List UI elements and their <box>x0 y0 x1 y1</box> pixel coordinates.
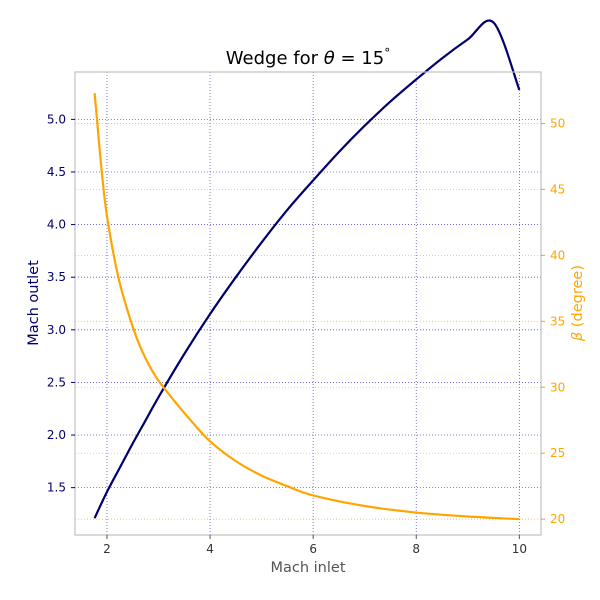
chart-title: Wedge for θ = 15° <box>226 46 390 69</box>
y-left-tick-label: 3.0 <box>47 323 66 337</box>
grid <box>75 72 541 535</box>
y-left-tick-label: 2.0 <box>47 428 66 442</box>
y-axis-left-label: Mach outlet <box>26 260 42 346</box>
y-right-tick-label: 25 <box>550 446 565 460</box>
x-tick-label: 4 <box>206 542 214 556</box>
title-eq: = 15 <box>335 48 384 69</box>
x-tick-label: 2 <box>103 542 111 556</box>
y-right-tick-label: 30 <box>550 380 565 394</box>
y-right-tick-label: 50 <box>550 116 565 130</box>
series-line-mach-outlet <box>93 19 521 519</box>
title-prefix: Wedge for <box>226 48 324 69</box>
y-left-tick-label: 3.5 <box>47 270 66 284</box>
series-line-beta <box>93 93 520 521</box>
y-left-tick-label: 5.0 <box>47 112 66 126</box>
title-degree: ° <box>384 46 390 60</box>
x-tick-label: 10 <box>512 542 527 556</box>
beta-unit: (degree) <box>570 265 586 332</box>
y-left-tick-label: 2.5 <box>47 375 66 389</box>
x-axis-label: Mach inlet <box>270 560 345 576</box>
plot-frame <box>74 71 542 536</box>
y-left-tick-label: 4.0 <box>47 218 66 232</box>
y-axis-right-label: β (degree) <box>570 265 586 342</box>
beta-symbol: β <box>570 332 586 342</box>
x-tick-label: 6 <box>309 542 317 556</box>
y-right-tick-label: 40 <box>550 248 565 262</box>
x-tick-label: 8 <box>412 542 420 556</box>
tick-labels: 2 4 6 8 10 1.5 2.0 2.5 3.0 3.5 4.0 4.5 5.0 20 25 30 35 40… <box>47 112 565 556</box>
y-right-tick-label: 35 <box>550 314 565 328</box>
y-left-tick-label: 4.5 <box>47 165 66 179</box>
y-right-tick-label: 20 <box>550 512 565 526</box>
plot-series <box>93 19 521 521</box>
y-right-tick-label: 45 <box>550 182 565 196</box>
y-left-tick-label: 1.5 <box>47 481 66 495</box>
title-theta: θ <box>324 48 335 69</box>
